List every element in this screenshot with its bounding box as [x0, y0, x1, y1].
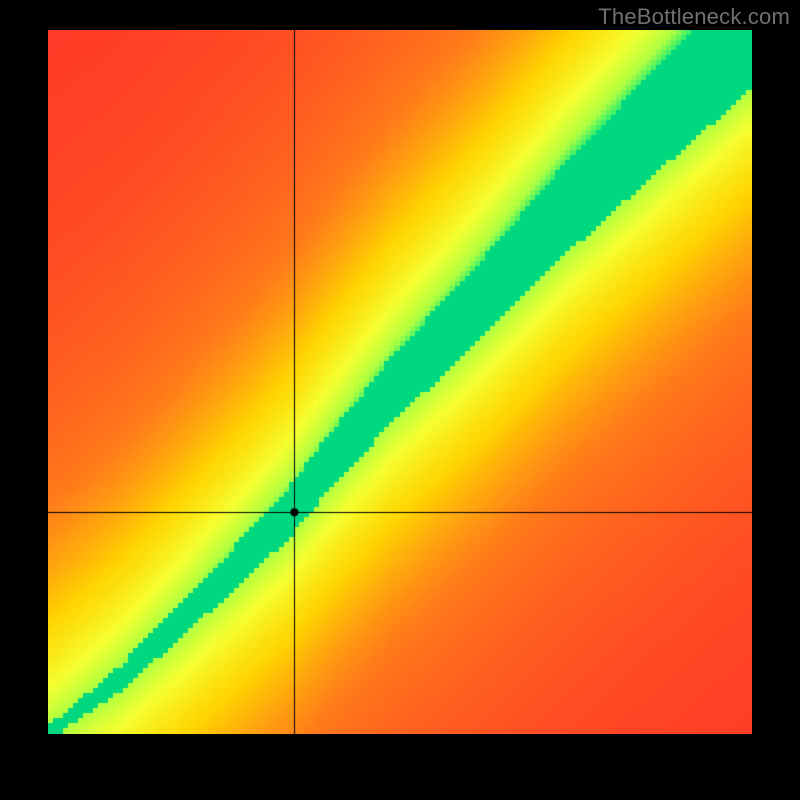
heatmap-canvas — [48, 30, 752, 734]
heatmap-plot — [48, 30, 752, 734]
chart-container: TheBottleneck.com — [0, 0, 800, 800]
watermark-text: TheBottleneck.com — [598, 4, 790, 30]
